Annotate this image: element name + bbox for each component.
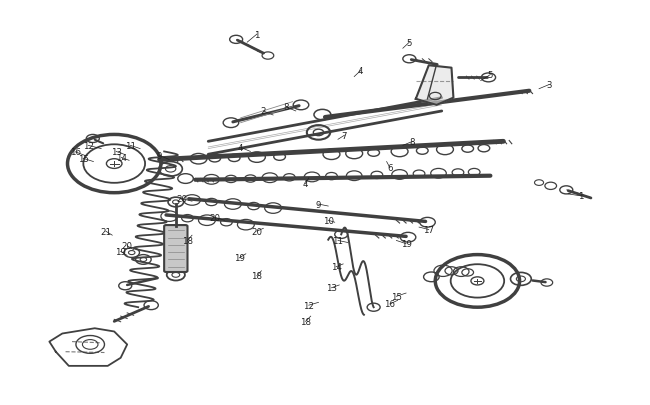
Text: 19: 19 (400, 240, 411, 249)
Text: 4: 4 (303, 180, 308, 189)
FancyBboxPatch shape (164, 226, 187, 272)
Text: 21: 21 (100, 227, 111, 236)
Text: 16: 16 (384, 300, 395, 309)
Text: 4: 4 (358, 67, 363, 76)
Text: 18: 18 (300, 317, 311, 326)
Text: 19: 19 (115, 247, 126, 256)
Text: 20: 20 (209, 213, 220, 222)
Text: 9: 9 (316, 200, 321, 209)
Text: 15: 15 (391, 292, 402, 301)
Text: 18: 18 (252, 271, 263, 280)
Text: 8: 8 (410, 137, 415, 147)
Text: 19: 19 (234, 254, 245, 263)
Text: 13: 13 (326, 284, 337, 292)
Text: 14: 14 (116, 153, 127, 162)
Text: 18: 18 (182, 237, 193, 245)
Text: 4: 4 (238, 143, 244, 153)
Text: 20: 20 (252, 227, 263, 236)
Text: 17: 17 (423, 226, 434, 234)
Text: 20: 20 (177, 195, 188, 204)
Text: 13: 13 (111, 147, 122, 157)
Text: 8: 8 (283, 103, 289, 112)
Text: 9: 9 (157, 151, 162, 160)
Text: 1: 1 (578, 192, 584, 201)
Text: 16: 16 (70, 148, 81, 157)
Text: 5: 5 (406, 38, 412, 47)
Text: 15: 15 (77, 154, 88, 163)
Polygon shape (416, 66, 454, 106)
Text: 3: 3 (546, 81, 551, 90)
Text: 11: 11 (332, 237, 343, 245)
Text: 12: 12 (83, 141, 94, 151)
Text: 11: 11 (125, 141, 136, 151)
Text: 1: 1 (254, 30, 259, 40)
Text: 12: 12 (304, 301, 315, 310)
Text: 14: 14 (331, 262, 341, 272)
Text: 5: 5 (488, 71, 493, 80)
Text: 20: 20 (122, 242, 133, 251)
Text: 10: 10 (323, 216, 333, 225)
Text: 2: 2 (261, 107, 266, 116)
Text: 7: 7 (342, 131, 347, 141)
Text: 6: 6 (387, 164, 393, 173)
